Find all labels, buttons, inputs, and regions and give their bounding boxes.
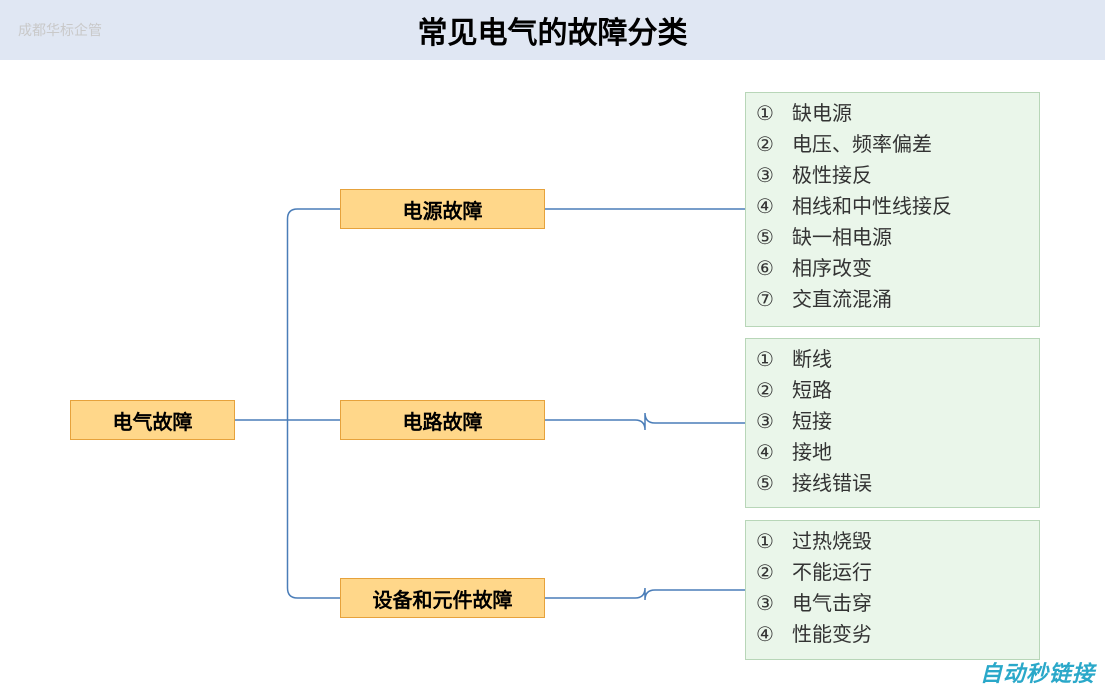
page-title: 常见电气的故障分类 — [0, 8, 1105, 52]
details-box-device: ①过热烧毁②不能运行③电气击穿④性能变劣 — [745, 520, 1040, 660]
category-node-device: 设备和元件故障 — [340, 578, 545, 618]
footer-watermark: 自动秒链接 — [980, 656, 1095, 688]
detail-text: 性能变劣 — [792, 620, 872, 651]
category-label: 电源故障 — [403, 195, 483, 224]
detail-num: ① — [756, 99, 786, 130]
watermark-text: 成都华标企管 — [18, 20, 102, 40]
detail-text: 不能运行 — [792, 558, 872, 589]
detail-text: 电气击穿 — [792, 589, 872, 620]
detail-text: 短路 — [792, 376, 832, 407]
detail-item: ①过热烧毁 — [756, 527, 1029, 558]
detail-num: ① — [756, 345, 786, 376]
detail-item: ②不能运行 — [756, 558, 1029, 589]
category-node-circuit: 电路故障 — [340, 400, 545, 440]
detail-num: ⑤ — [756, 469, 786, 500]
detail-text: 极性接反 — [792, 161, 872, 192]
detail-num: ② — [756, 376, 786, 407]
detail-text: 相序改变 — [792, 254, 872, 285]
detail-item: ①断线 — [756, 345, 1029, 376]
detail-num: ④ — [756, 620, 786, 651]
detail-num: ⑦ — [756, 285, 786, 316]
detail-item: ③电气击穿 — [756, 589, 1029, 620]
detail-item: ②电压、频率偏差 — [756, 130, 1029, 161]
detail-num: ③ — [756, 161, 786, 192]
detail-item: ⑦交直流混涌 — [756, 285, 1029, 316]
detail-text: 接线错误 — [792, 469, 872, 500]
detail-num: ④ — [756, 438, 786, 469]
detail-text: 断线 — [792, 345, 832, 376]
detail-num: ① — [756, 527, 786, 558]
detail-num: ② — [756, 558, 786, 589]
detail-num: ② — [756, 130, 786, 161]
detail-item: ④相线和中性线接反 — [756, 192, 1029, 223]
detail-num: ⑥ — [756, 254, 786, 285]
detail-num: ⑤ — [756, 223, 786, 254]
detail-item: ④性能变劣 — [756, 620, 1029, 651]
detail-text: 缺电源 — [792, 99, 852, 130]
details-box-power: ①缺电源②电压、频率偏差③极性接反④相线和中性线接反⑤缺一相电源⑥相序改变⑦交直… — [745, 92, 1040, 327]
root-label: 电气故障 — [113, 406, 193, 435]
detail-item: ④接地 — [756, 438, 1029, 469]
detail-item: ⑤接线错误 — [756, 469, 1029, 500]
detail-item: ①缺电源 — [756, 99, 1029, 130]
detail-item: ⑤缺一相电源 — [756, 223, 1029, 254]
detail-text: 短接 — [792, 407, 832, 438]
category-node-power: 电源故障 — [340, 189, 545, 229]
detail-item: ③极性接反 — [756, 161, 1029, 192]
category-label: 电路故障 — [403, 406, 483, 435]
details-box-circuit: ①断线②短路③短接④接地⑤接线错误 — [745, 338, 1040, 508]
detail-text: 缺一相电源 — [792, 223, 892, 254]
detail-num: ④ — [756, 192, 786, 223]
detail-num: ③ — [756, 589, 786, 620]
detail-text: 电压、频率偏差 — [792, 130, 932, 161]
header-bar: 成都华标企管 常见电气的故障分类 — [0, 0, 1105, 60]
detail-item: ②短路 — [756, 376, 1029, 407]
detail-item: ③短接 — [756, 407, 1029, 438]
detail-text: 过热烧毁 — [792, 527, 872, 558]
detail-text: 交直流混涌 — [792, 285, 892, 316]
detail-num: ③ — [756, 407, 786, 438]
category-label: 设备和元件故障 — [373, 584, 513, 613]
detail-text: 相线和中性线接反 — [792, 192, 952, 223]
detail-text: 接地 — [792, 438, 832, 469]
detail-item: ⑥相序改变 — [756, 254, 1029, 285]
root-node: 电气故障 — [70, 400, 235, 440]
